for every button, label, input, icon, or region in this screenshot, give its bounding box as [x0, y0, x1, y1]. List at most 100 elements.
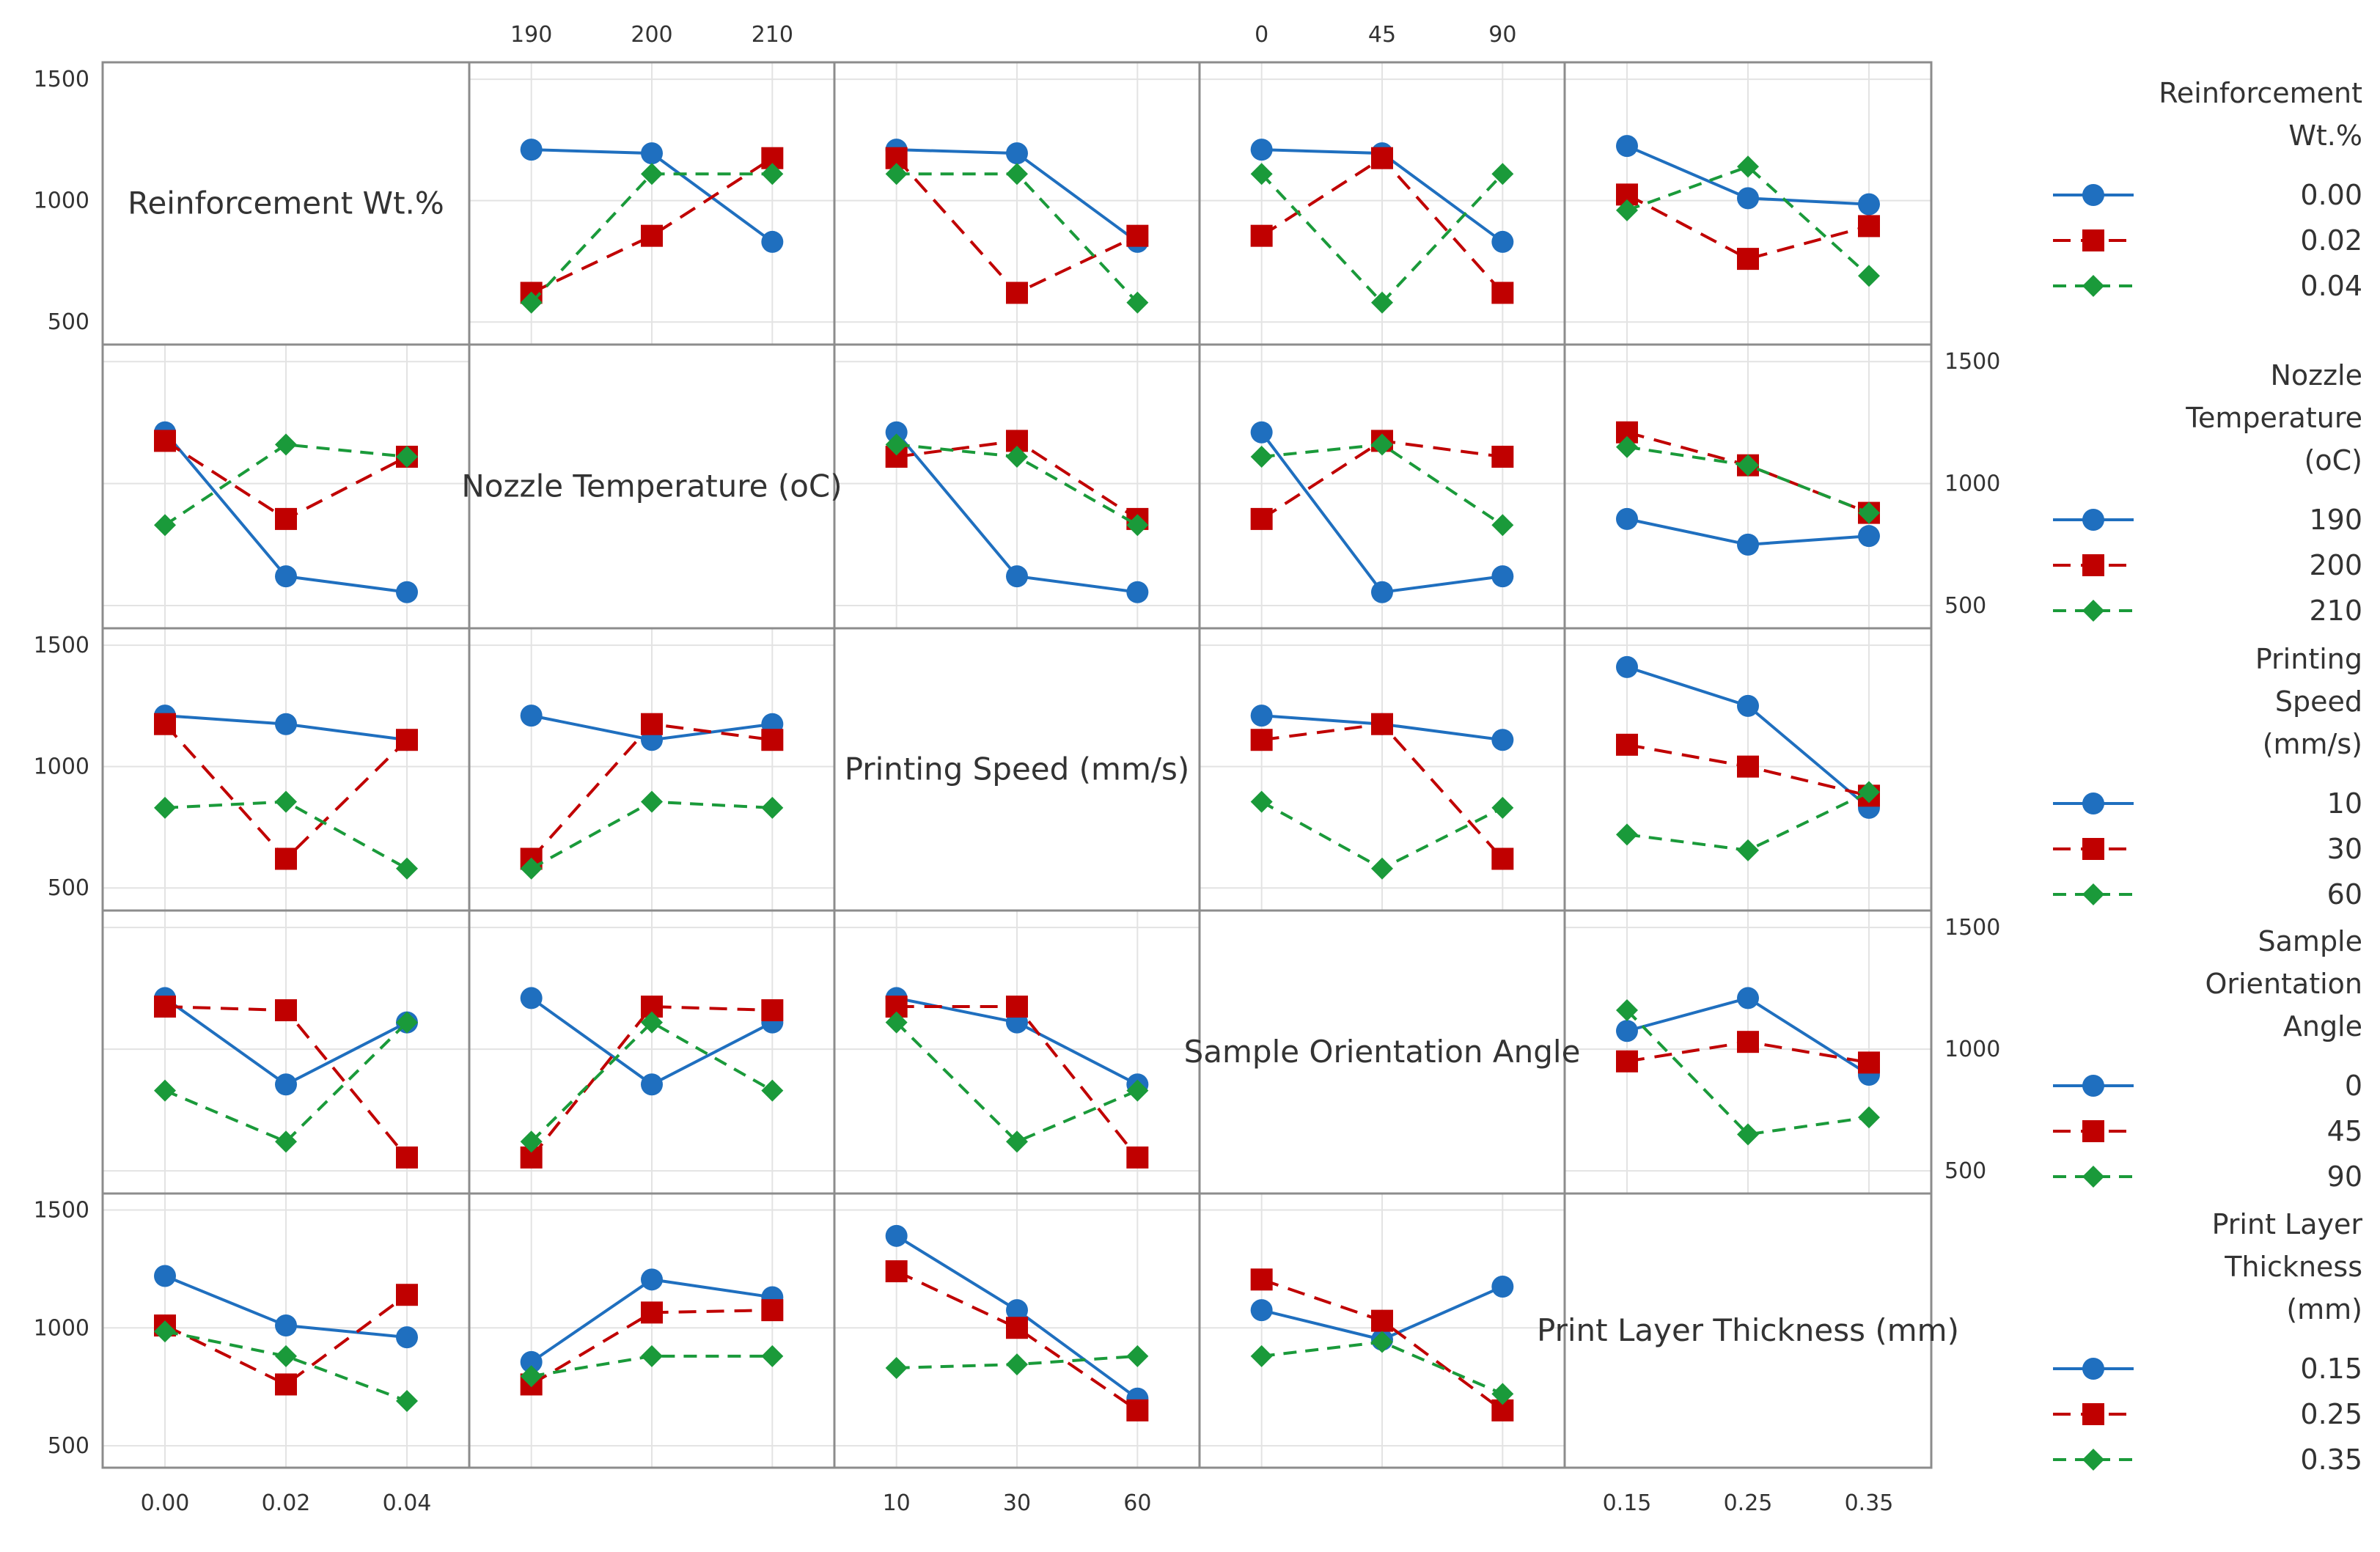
- data-point-circle: [275, 565, 297, 588]
- data-point-square: [396, 729, 418, 751]
- data-point-circle: [520, 705, 543, 727]
- panel-2-0: [154, 705, 418, 880]
- y-tick-label: 1000: [34, 754, 89, 780]
- data-point-diamond: [1737, 155, 1759, 178]
- data-point-square: [275, 999, 297, 1022]
- legend-entry: 90: [2327, 1161, 2362, 1193]
- x-tick-label: 0: [1255, 22, 1268, 48]
- legend-title: Print Layer: [2212, 1208, 2363, 1240]
- data-point-circle: [1737, 694, 1759, 717]
- data-point-square: [1371, 147, 1393, 169]
- data-point-circle: [641, 1073, 663, 1096]
- data-point-diamond: [275, 1130, 297, 1153]
- data-point-diamond: [1616, 199, 1638, 221]
- data-point-diamond: [761, 1079, 784, 1102]
- data-point-circle: [2082, 184, 2104, 206]
- legend-entry: 45: [2327, 1115, 2362, 1147]
- data-point-circle: [641, 1268, 663, 1291]
- x-tick-label: 0.25: [1724, 1490, 1773, 1516]
- legend-title: Wt.%: [2288, 119, 2362, 152]
- data-point-diamond: [1126, 1345, 1149, 1367]
- data-point-square: [154, 713, 176, 735]
- data-point-square: [1616, 733, 1638, 756]
- data-point-square: [761, 729, 784, 751]
- data-point-circle: [275, 1073, 297, 1096]
- data-point-circle: [1250, 139, 1273, 161]
- x-tick-label: 45: [1368, 22, 1396, 48]
- panel-0-1: [520, 139, 784, 314]
- data-point-diamond: [1858, 265, 1880, 287]
- data-point-circle: [396, 1326, 418, 1349]
- data-point-circle: [2082, 792, 2104, 814]
- data-point-diamond: [1006, 1130, 1028, 1153]
- data-point-diamond: [396, 1011, 418, 1034]
- x-tick-label: 0.35: [1845, 1490, 1894, 1516]
- data-point-square: [154, 430, 176, 452]
- y-tick-label: 1500: [34, 633, 89, 658]
- legend-entry: 0.25: [2300, 1398, 2362, 1430]
- data-point-diamond: [641, 790, 663, 813]
- y-tick-label: 1500: [1944, 915, 2000, 941]
- data-point-circle: [1250, 705, 1273, 727]
- data-point-diamond: [1616, 823, 1638, 846]
- legend-entry: 10: [2327, 787, 2362, 820]
- data-point-square: [1737, 248, 1759, 271]
- data-point-square: [1371, 713, 1393, 735]
- data-point-square: [1006, 282, 1028, 304]
- x-tick-label: 200: [631, 22, 672, 48]
- legend-entry: 190: [2309, 504, 2362, 536]
- panel-4-3: [1250, 1268, 1514, 1422]
- x-tick-label: 0.15: [1603, 1490, 1652, 1516]
- data-point-diamond: [1616, 999, 1638, 1022]
- data-point-circle: [1126, 581, 1149, 603]
- data-point-circle: [1006, 565, 1028, 588]
- x-tick-label: 190: [510, 22, 552, 48]
- data-point-diamond: [641, 163, 663, 185]
- legend-title: Temperature: [2185, 402, 2362, 434]
- series-line: [530, 1020, 774, 1143]
- data-point-diamond: [641, 1345, 663, 1367]
- panel-frame: [1563, 1192, 1933, 1469]
- legend-title: Speed: [2275, 685, 2362, 718]
- panel-2-4: [1616, 655, 1880, 861]
- series-line: [164, 1021, 408, 1144]
- x-tick-label: 210: [752, 22, 793, 48]
- data-point-square: [396, 1146, 418, 1169]
- data-point-diamond: [154, 796, 176, 819]
- data-point-circle: [885, 1224, 908, 1247]
- data-point-diamond: [1006, 446, 1028, 468]
- data-point-diamond: [2082, 1449, 2104, 1471]
- data-point-square: [275, 1373, 297, 1396]
- data-point-circle: [1491, 1275, 1514, 1298]
- data-point-square: [1858, 215, 1880, 238]
- data-point-circle: [2082, 1358, 2104, 1380]
- x-tick-label: 10: [883, 1490, 911, 1516]
- y-tick-label: 500: [1944, 593, 1986, 619]
- legend-2: Printing Speed (mm/s) 10 30 60: [2053, 643, 2362, 911]
- series-line: [1626, 1009, 1870, 1136]
- y-tick-label: 500: [48, 875, 89, 901]
- data-point-diamond: [1250, 790, 1273, 813]
- panel-0-2: [885, 139, 1149, 314]
- data-point-circle: [1616, 507, 1638, 530]
- legend-entry: 0.00: [2300, 179, 2362, 211]
- x-tick-label: 0.02: [262, 1490, 311, 1516]
- data-point-square: [1737, 1031, 1759, 1053]
- data-point-square: [275, 847, 297, 870]
- data-point-diamond: [885, 163, 908, 185]
- data-point-diamond: [1371, 291, 1393, 314]
- factor-label: Print Layer Thickness (mm): [1537, 1312, 1959, 1348]
- data-point-diamond: [1858, 781, 1880, 803]
- data-point-circle: [1616, 135, 1638, 158]
- data-point-square: [641, 224, 663, 247]
- y-tick-label: 1000: [1944, 1037, 2000, 1062]
- data-point-circle: [1006, 142, 1028, 165]
- data-point-square: [1250, 729, 1273, 751]
- x-tick-label: 0.00: [141, 1490, 190, 1516]
- y-tick-label: 1000: [1944, 471, 2000, 497]
- data-point-diamond: [396, 446, 418, 468]
- panel-2-3: [1250, 705, 1514, 880]
- data-point-circle: [761, 230, 784, 253]
- factor-label: Printing Speed (mm/s): [845, 751, 1190, 787]
